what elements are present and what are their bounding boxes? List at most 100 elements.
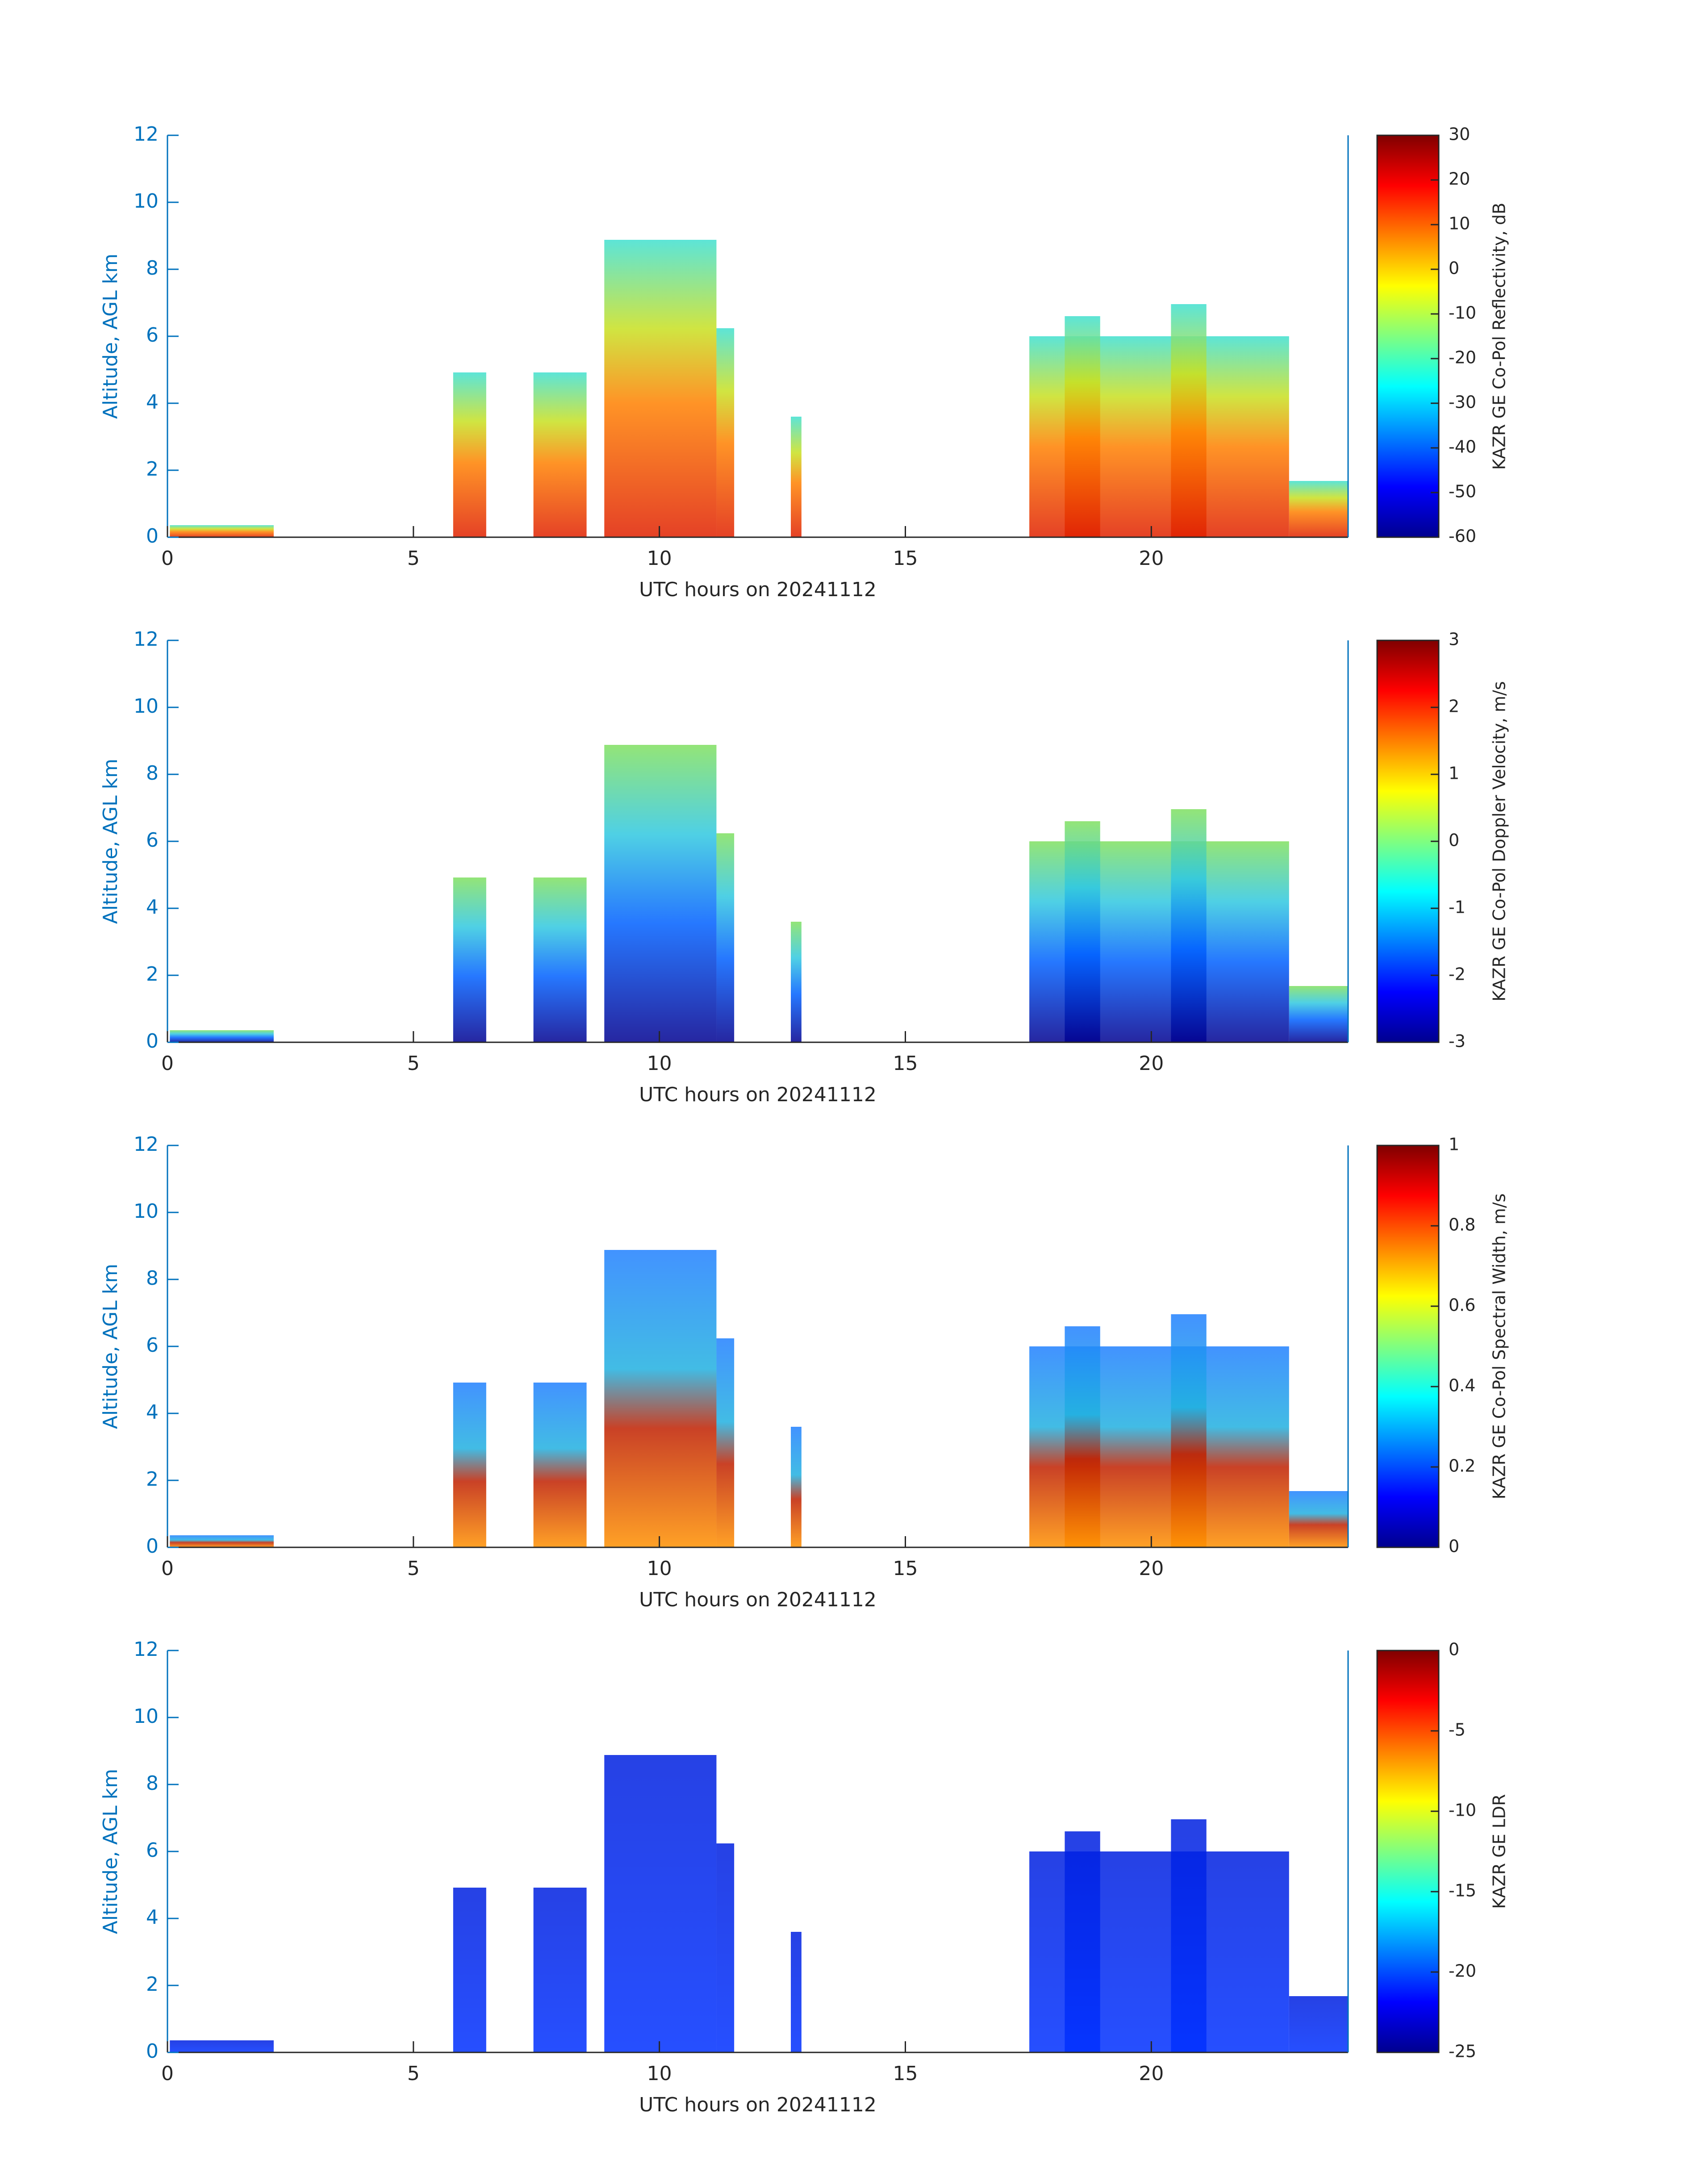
echo bbox=[533, 1383, 587, 1547]
colorbar-tick-label: -20 bbox=[1449, 348, 1476, 368]
colorbar-tick-label: -15 bbox=[1449, 1881, 1476, 1901]
echo bbox=[1065, 1326, 1100, 1547]
colorbar bbox=[1376, 134, 1440, 538]
colorbar-tick-label: -5 bbox=[1449, 1720, 1466, 1740]
x-tick-label: 5 bbox=[407, 1052, 420, 1075]
echo bbox=[170, 1030, 274, 1042]
x-axis-label: UTC hours on 20241112 bbox=[639, 578, 877, 601]
x-tick-label: 0 bbox=[161, 1052, 174, 1075]
y-tick-label: 10 bbox=[134, 190, 159, 213]
y-tick-label: 4 bbox=[146, 1401, 159, 1424]
x-axis-label: UTC hours on 20241112 bbox=[639, 1588, 877, 1611]
x-tick-label: 0 bbox=[161, 547, 174, 570]
x-tick-label: 5 bbox=[407, 2062, 420, 2085]
y-tick-label: 6 bbox=[146, 829, 159, 852]
colorbar-tick-label: 3 bbox=[1449, 630, 1459, 649]
colorbar-label: KAZR GE Co-Pol Spectral Width, m/s bbox=[1490, 1193, 1509, 1499]
y-tick-label: 6 bbox=[146, 1839, 159, 1862]
colorbar-label: KAZR GE Co-Pol Doppler Velocity, m/s bbox=[1490, 681, 1509, 1001]
y-tick-label: 4 bbox=[146, 1906, 159, 1929]
y-tick-label: 10 bbox=[134, 1705, 159, 1728]
y-tick-label: 12 bbox=[134, 1133, 159, 1156]
y-tick-label: 0 bbox=[146, 1535, 159, 1558]
echo bbox=[453, 372, 486, 537]
y-tick-label: 6 bbox=[146, 1334, 159, 1357]
x-tick-label: 20 bbox=[1139, 2062, 1164, 2085]
echo bbox=[716, 1843, 735, 2052]
x-tick-label: 15 bbox=[893, 1557, 918, 1580]
colorbar-tick-label: 2 bbox=[1449, 697, 1459, 716]
colorbar-tick-label: -3 bbox=[1449, 1032, 1466, 1051]
x-tick-label: 15 bbox=[893, 547, 918, 570]
colorbar bbox=[1376, 1650, 1440, 2053]
x-axis-label: UTC hours on 20241112 bbox=[639, 2093, 877, 2116]
echo bbox=[1065, 316, 1100, 537]
x-tick-label: 0 bbox=[161, 2062, 174, 2085]
colorbar-tick-label: 10 bbox=[1449, 214, 1470, 234]
echo bbox=[170, 525, 274, 537]
echo bbox=[1171, 1819, 1207, 2052]
echo bbox=[1289, 986, 1348, 1042]
colorbar-tick-label: -2 bbox=[1449, 965, 1466, 984]
colorbar-tick-label: 0 bbox=[1449, 259, 1459, 278]
colorbar-tick-label: -60 bbox=[1449, 526, 1476, 546]
colorbar-tick-label: -10 bbox=[1449, 1801, 1476, 1820]
colorbar-label: KAZR GE LDR bbox=[1490, 1794, 1509, 1909]
x-tick-label: 5 bbox=[407, 547, 420, 570]
y-tick-label: 6 bbox=[146, 324, 159, 347]
y-tick-label: 10 bbox=[134, 1200, 159, 1223]
x-tick-label: 15 bbox=[893, 2062, 918, 2085]
y-tick-label: 8 bbox=[146, 1772, 159, 1795]
echo bbox=[1289, 1491, 1348, 1547]
colorbar-label: KAZR GE Co-Pol Reflectivity, dB bbox=[1490, 203, 1509, 470]
y-tick-label: 2 bbox=[146, 1973, 159, 1996]
y-tick-label: 0 bbox=[146, 2040, 159, 2063]
x-tick-label: 10 bbox=[647, 2062, 672, 2085]
echo bbox=[791, 1932, 802, 2052]
y-tick-label: 2 bbox=[146, 963, 159, 986]
colorbar-tick-label: 1 bbox=[1449, 764, 1459, 783]
colorbar-tick-label: 0 bbox=[1449, 1537, 1459, 1556]
y-tick-label: 0 bbox=[146, 525, 159, 547]
x-tick-label: 20 bbox=[1139, 547, 1164, 570]
colorbar bbox=[1376, 1145, 1440, 1548]
x-tick-label: 10 bbox=[647, 1052, 672, 1075]
echo bbox=[453, 1383, 486, 1547]
echo bbox=[533, 372, 587, 537]
echo bbox=[1171, 1314, 1207, 1547]
echo bbox=[791, 417, 802, 537]
echo bbox=[716, 328, 735, 537]
y-axis-label: Altitude, AGL km bbox=[99, 254, 122, 419]
echo bbox=[716, 1338, 735, 1547]
y-tick-label: 2 bbox=[146, 458, 159, 481]
echo bbox=[604, 1250, 717, 1547]
echo bbox=[1171, 809, 1207, 1042]
echo bbox=[533, 1888, 587, 2052]
echo bbox=[1289, 1996, 1348, 2052]
colorbar-tick-label: -20 bbox=[1449, 1961, 1476, 1981]
echo bbox=[1171, 304, 1207, 537]
y-tick-label: 12 bbox=[134, 123, 159, 146]
y-tick-label: 12 bbox=[134, 628, 159, 651]
y-tick-label: 12 bbox=[134, 1638, 159, 1661]
y-tick-label: 8 bbox=[146, 762, 159, 785]
x-tick-label: 5 bbox=[407, 1557, 420, 1580]
echo bbox=[1065, 1831, 1100, 2052]
echo bbox=[791, 922, 802, 1042]
y-tick-label: 8 bbox=[146, 257, 159, 280]
echo bbox=[1065, 821, 1100, 1042]
echo bbox=[604, 240, 717, 537]
x-tick-label: 10 bbox=[647, 547, 672, 570]
x-tick-label: 10 bbox=[647, 1557, 672, 1580]
colorbar bbox=[1376, 639, 1440, 1043]
y-tick-label: 4 bbox=[146, 896, 159, 919]
x-axis-label: UTC hours on 20241112 bbox=[639, 1083, 877, 1106]
colorbar-tick-label: 0 bbox=[1449, 831, 1459, 850]
y-tick-label: 2 bbox=[146, 1468, 159, 1491]
echo bbox=[604, 1755, 717, 2052]
colorbar-tick-label: 1 bbox=[1449, 1135, 1459, 1154]
y-axis-label: Altitude, AGL km bbox=[99, 759, 122, 924]
echo bbox=[791, 1427, 802, 1547]
colorbar-tick-label: 0 bbox=[1449, 1640, 1459, 1659]
echo bbox=[453, 877, 486, 1042]
